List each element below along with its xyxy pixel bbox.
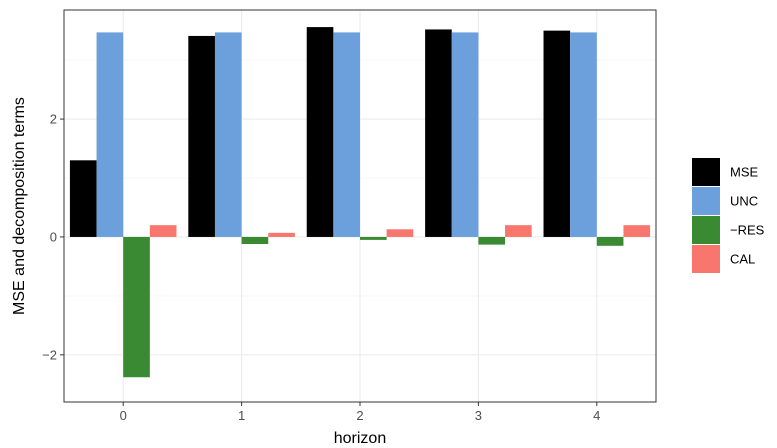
x-axis-title: horizon [334,430,386,447]
bar [478,236,506,245]
x-axis: 0 1 2 3 4 [120,402,600,423]
bars [69,27,651,378]
bar [623,225,651,237]
bar [268,232,295,237]
bar [333,32,360,237]
x-tick-label: 3 [475,408,482,423]
bar [425,29,452,237]
x-tick-label: 1 [238,408,245,423]
legend: MSE UNC −RES CAL [692,158,765,273]
bar [214,32,242,237]
bar [386,229,414,237]
y-axis-title: MSE and decomposition terms [11,97,28,315]
bar [505,225,532,237]
bar [570,32,597,237]
bar [306,27,334,237]
y-tick-label: 2 [50,112,57,127]
legend-label: UNC [730,194,758,209]
y-axis: −2 0 2 [42,112,64,362]
bar [69,160,97,237]
x-tick-label: 4 [593,408,600,423]
bar [596,236,624,246]
y-tick-label: 0 [50,229,57,244]
bar [360,236,387,240]
legend-key [692,245,720,273]
bar [149,225,177,237]
bar [123,236,150,378]
legend-key [692,216,720,244]
bar [96,32,124,237]
bar [451,32,479,237]
bar [188,35,215,237]
legend-key [692,158,720,186]
y-tick-label: −2 [42,347,57,362]
bar [543,30,571,237]
legend-label: −RES [730,223,765,238]
x-tick-label: 0 [120,408,127,423]
legend-key [692,187,720,215]
x-tick-label: 2 [356,408,363,423]
legend-label: CAL [730,252,755,267]
legend-label: MSE [730,165,759,180]
bar [241,236,269,245]
